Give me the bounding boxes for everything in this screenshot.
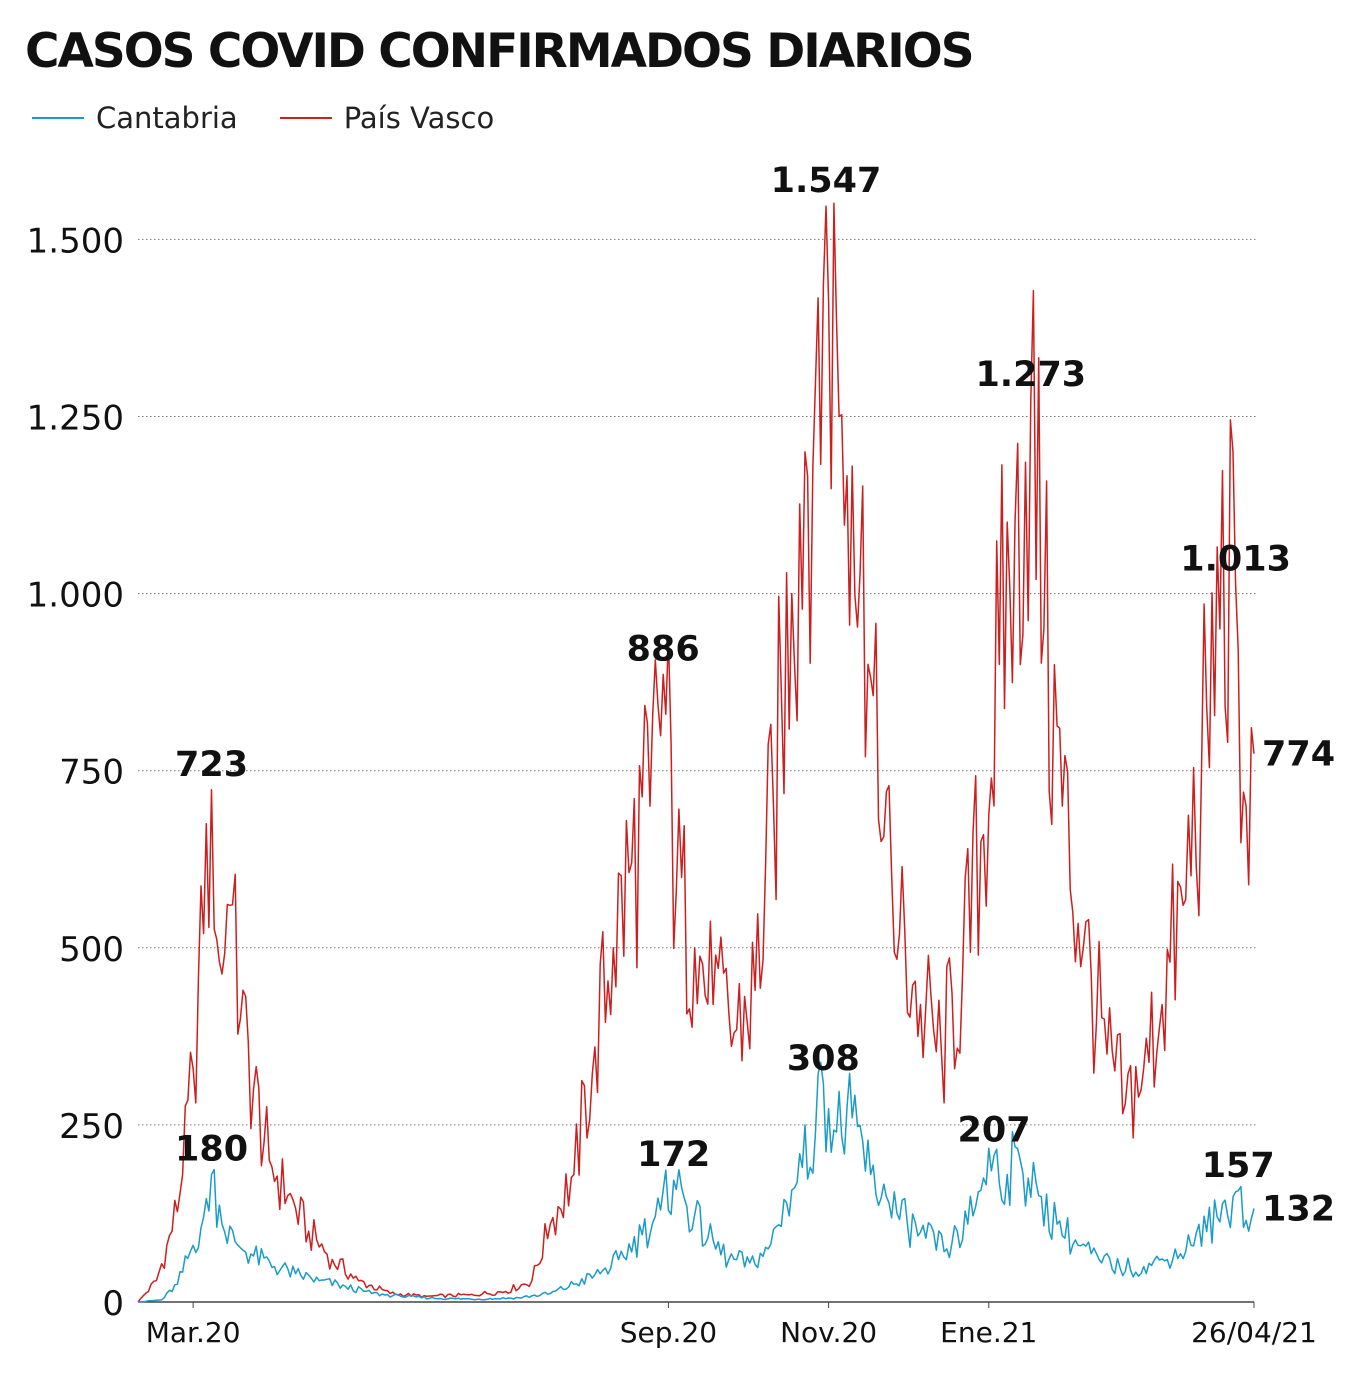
x-tick-label: Ene.21 xyxy=(940,1316,1037,1349)
annotation-pais-vasco-886: 886 xyxy=(627,629,700,669)
chart-title: CASOS COVID CONFIRMADOS DIARIOS xyxy=(25,24,975,79)
y-tick-label: 1.000 xyxy=(27,576,124,616)
annotation-cantabria-180: 180 xyxy=(175,1129,248,1169)
y-tick-label: 750 xyxy=(59,753,124,793)
annotation-cantabria-132: 132 xyxy=(1262,1189,1335,1229)
legend-item-pais-vasco: País Vasco xyxy=(279,101,495,135)
annotation-pais-vasco-1-273: 1.273 xyxy=(975,355,1086,395)
x-tick-label: 26/04/21 xyxy=(1191,1316,1317,1349)
annotation-pais-vasco-723: 723 xyxy=(175,745,248,785)
x-tick-label: Sep.20 xyxy=(620,1316,717,1349)
x-tick-label: Nov.20 xyxy=(780,1316,877,1349)
y-tick-label: 250 xyxy=(59,1107,124,1147)
annotation-pais-vasco-774: 774 xyxy=(1262,735,1335,775)
legend-swatch-cantabria xyxy=(32,117,84,119)
annotation-pais-vasco-1-547: 1.547 xyxy=(771,161,882,201)
legend-swatch-pais-vasco xyxy=(279,117,332,119)
annotation-cantabria-172: 172 xyxy=(637,1135,710,1175)
annotation-pais-vasco-1-013: 1.013 xyxy=(1180,539,1291,579)
y-tick-label: 1.500 xyxy=(27,221,124,261)
annotation-cantabria-207: 207 xyxy=(958,1110,1031,1150)
legend-label-cantabria: Cantabria xyxy=(96,101,238,135)
series-line-pais-vasco xyxy=(137,202,1255,1303)
x-tick-label: Mar.20 xyxy=(146,1316,241,1349)
series-line-cantabria xyxy=(137,1061,1255,1303)
annotation-cantabria-157: 157 xyxy=(1202,1146,1275,1186)
y-tick-label: 0 xyxy=(102,1284,124,1324)
legend-label-pais-vasco: País Vasco xyxy=(343,101,495,135)
legend-item-cantabria: Cantabria xyxy=(32,101,238,135)
annotation-cantabria-308: 308 xyxy=(787,1039,860,1079)
legend: Cantabria País Vasco xyxy=(32,98,536,138)
y-tick-label: 500 xyxy=(59,930,124,970)
y-tick-label: 1.250 xyxy=(27,399,124,439)
